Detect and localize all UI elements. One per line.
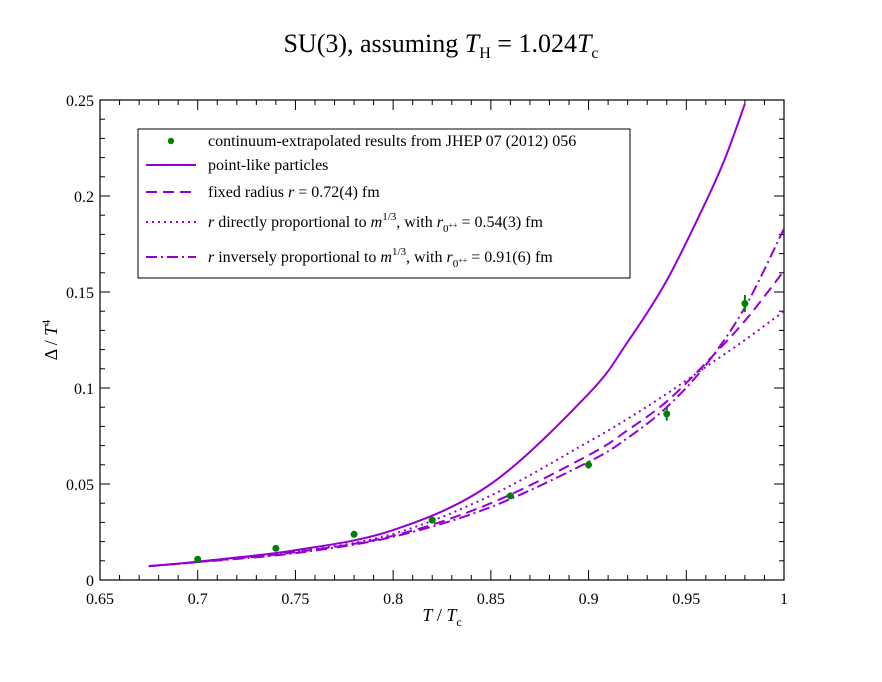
x-tick-label: 0.65 [86, 591, 114, 608]
data-point [741, 300, 749, 308]
data-point [663, 410, 671, 418]
y-tick-label: 0.2 [74, 189, 94, 206]
legend-item-inverse: r inversely proportional to m1/3, with r… [208, 246, 553, 270]
data-point [272, 544, 280, 552]
x-tick-label: 0.8 [383, 591, 403, 608]
y-tick-label: 0.25 [66, 93, 94, 110]
y-axis-label: Δ / T4 [39, 320, 61, 361]
tick-labels: 0.65 0.7 0.75 0.8 0.85 0.9 0.95 1 0 0.05 0.1 0.15 0.… [66, 93, 788, 608]
chart-title: SU(3), assuming TH = 1.024Tc [283, 29, 598, 62]
x-tick-label: 0.9 [579, 591, 599, 608]
series-curves [148, 103, 785, 568]
plot-frame [99, 99, 785, 581]
legend: continuum-extrapolated results from JHEP… [137, 128, 631, 279]
curve-inverse-proportional [148, 228, 785, 568]
curve-direct-proportional [148, 310, 785, 568]
x-tick-label: 0.75 [281, 591, 309, 608]
x-tick-label: 0.7 [188, 591, 208, 608]
data-point [506, 492, 514, 500]
y-tick-label: 0.05 [66, 477, 94, 494]
legend-item-direct: r directly proportional to m1/3, with r0… [208, 211, 543, 235]
y-tick-label: 0 [86, 573, 94, 590]
curve-point-like [148, 103, 746, 568]
data-point [194, 555, 202, 563]
axis-ticks [99, 99, 785, 581]
legend-item-point-like: point-like particles [208, 157, 328, 174]
x-tick-label: 1 [780, 591, 788, 608]
legend-item-data: continuum-extrapolated results from JHEP… [208, 133, 576, 150]
legend-item-fixed-radius: fixed radius r = 0.72(4) fm [208, 184, 380, 201]
data-points [194, 294, 749, 563]
y-tick-label: 0.1 [74, 381, 94, 398]
x-axis-label: T / Tc [422, 605, 461, 629]
x-tick-label: 0.85 [477, 591, 505, 608]
legend-marker-points [167, 137, 175, 145]
x-tick-label: 0.95 [672, 591, 700, 608]
legend-box [137, 128, 631, 279]
data-point [585, 461, 593, 469]
curve-fixed-radius [148, 270, 785, 568]
y-tick-label: 0.15 [66, 285, 94, 302]
data-point [428, 516, 436, 524]
data-point [350, 530, 358, 538]
